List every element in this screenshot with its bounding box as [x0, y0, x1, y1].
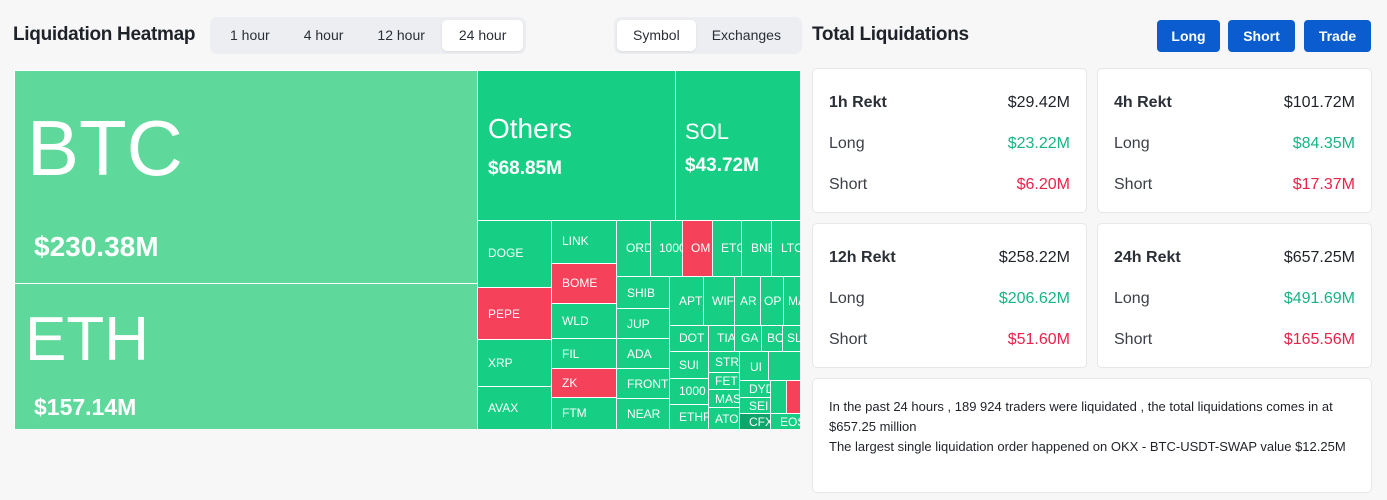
- rekt-card-4h: 4h Rekt $101.72M Long $84.35M Short $17.37M: [1097, 68, 1372, 213]
- liquidation-treemap: BTC $230.38M ETH $157.14M Others $68.85M…: [14, 70, 800, 429]
- treemap-cell-xrp[interactable]: XRP: [477, 339, 552, 387]
- short-label: Short: [1114, 331, 1153, 348]
- treemap-cell-shib[interactable]: SHIB: [616, 276, 670, 309]
- time-option-12h[interactable]: 12 hour: [377, 27, 425, 43]
- rekt-card-label: 4h Rekt: [1114, 94, 1172, 111]
- long-value: $84.35M: [1292, 135, 1355, 152]
- treemap-cell-fet[interactable]: FET: [708, 372, 740, 390]
- liquidation-summary: In the past 24 hours , 189 924 traders w…: [812, 378, 1372, 493]
- treemap-cell-sol[interactable]: SOL $43.72M: [675, 70, 800, 221]
- short-value: $6.20M: [1016, 176, 1070, 193]
- treemap-cell-tia[interactable]: TIA: [708, 325, 735, 352]
- trade-button[interactable]: Trade: [1304, 20, 1371, 52]
- rekt-card-label: 24h Rekt: [1114, 249, 1181, 266]
- treemap-cell-others[interactable]: Others $68.85M: [477, 70, 676, 221]
- rekt-card-total: $29.42M: [1007, 94, 1070, 111]
- long-label: Long: [829, 135, 865, 152]
- treemap-cell-str[interactable]: STR: [708, 351, 740, 373]
- treemap-cell-ui[interactable]: UI: [739, 351, 769, 381]
- treemap-cell-apt[interactable]: APT: [669, 276, 704, 326]
- treemap-cell-front[interactable]: FRONT: [616, 368, 670, 399]
- treemap-cell-small-b[interactable]: [770, 380, 787, 414]
- view-selector: Symbol Exchanges: [614, 17, 802, 54]
- treemap-cell-doge[interactable]: DOGE: [477, 220, 552, 288]
- treemap-cell-pepe[interactable]: PEPE: [477, 287, 552, 340]
- treemap-cell-small-red[interactable]: [786, 380, 800, 414]
- treemap-cell-cfx[interactable]: CFX: [739, 413, 771, 429]
- treemap-cell-bome[interactable]: BOME: [551, 263, 617, 304]
- short-value: $165.56M: [1283, 331, 1355, 348]
- treemap-cell-eos[interactable]: EOS: [770, 413, 800, 429]
- treemap-cell-bo[interactable]: BO: [761, 325, 783, 352]
- time-option-1h[interactable]: 1 hour: [230, 27, 270, 43]
- treemap-cell-eth[interactable]: ETH $157.14M: [14, 283, 478, 429]
- short-button[interactable]: Short: [1228, 20, 1295, 52]
- treemap-cell-ga[interactable]: GA: [734, 325, 762, 352]
- summary-line-total: In the past 24 hours , 189 924 traders w…: [829, 399, 1333, 434]
- treemap-cell-wld[interactable]: WLD: [551, 303, 617, 339]
- treemap-cell-small-a[interactable]: [768, 351, 800, 381]
- treemap-cell-sei[interactable]: SEI: [739, 397, 771, 414]
- time-option-24h[interactable]: 24 hour: [441, 20, 524, 51]
- view-option-symbol[interactable]: Symbol: [617, 20, 696, 51]
- rekt-card-12h: 12h Rekt $258.22M Long $206.62M Short $51.6…: [812, 223, 1087, 368]
- short-label: Short: [1114, 176, 1153, 193]
- treemap-cell-ada[interactable]: ADA: [616, 338, 670, 369]
- treemap-cell-ethf[interactable]: ETHF: [669, 404, 709, 429]
- treemap-cell-mas[interactable]: MAS: [708, 389, 740, 408]
- rekt-card-total: $101.72M: [1283, 94, 1355, 111]
- treemap-cell-wif[interactable]: WIF: [703, 276, 735, 326]
- treemap-cell-bnb[interactable]: BNB: [741, 220, 772, 277]
- rekt-card-24h: 24h Rekt $657.25M Long $491.69M Short $165.…: [1097, 223, 1372, 368]
- short-label: Short: [829, 331, 868, 348]
- heatmap-title: Liquidation Heatmap: [13, 24, 196, 45]
- treemap-cell-sui[interactable]: SUI: [669, 351, 709, 379]
- rekt-card-label: 12h Rekt: [829, 249, 896, 266]
- long-value: $491.69M: [1283, 290, 1355, 307]
- rekt-card-1h: 1h Rekt $29.42M Long $23.22M Short $6.20M: [812, 68, 1087, 213]
- treemap-cell-ltc[interactable]: LTC: [771, 220, 800, 277]
- treemap-cell-jup[interactable]: JUP: [616, 308, 670, 339]
- treemap-cell-1000[interactable]: 1000: [650, 220, 683, 277]
- treemap-cell-sl[interactable]: SL: [782, 325, 800, 352]
- treemap-cell-btc[interactable]: BTC $230.38M: [14, 70, 478, 284]
- treemap-cell-dyd[interactable]: DYD: [739, 380, 771, 398]
- rekt-card-total: $258.22M: [998, 249, 1070, 266]
- time-range-selector: 1 hour 4 hour 12 hour 24 hour: [210, 17, 527, 54]
- time-option-4h[interactable]: 4 hour: [303, 27, 344, 43]
- rekt-card-total: $657.25M: [1283, 249, 1355, 266]
- treemap-cell-ord[interactable]: ORD: [616, 220, 651, 277]
- treemap-cell-near[interactable]: NEAR: [616, 398, 670, 429]
- long-label: Long: [1114, 290, 1150, 307]
- long-label: Long: [829, 290, 865, 307]
- short-value: $51.60M: [1007, 331, 1070, 348]
- view-option-exchanges[interactable]: Exchanges: [711, 27, 781, 43]
- long-value: $23.22M: [1007, 135, 1070, 152]
- long-label: Long: [1114, 135, 1150, 152]
- treemap-cell-avax[interactable]: AVAX: [477, 386, 552, 429]
- treemap-cell-om[interactable]: OM: [682, 220, 713, 277]
- treemap-cell-ar[interactable]: AR: [734, 276, 761, 326]
- treemap-cell-op[interactable]: OP: [760, 276, 784, 326]
- treemap-cell-zk[interactable]: ZK: [551, 368, 617, 398]
- treemap-cell-dot[interactable]: DOT: [669, 325, 709, 352]
- long-value: $206.62M: [998, 290, 1070, 307]
- treemap-cell-link[interactable]: LINK: [551, 220, 617, 264]
- treemap-cell-ato[interactable]: ATO: [708, 407, 740, 429]
- short-value: $17.37M: [1292, 176, 1355, 193]
- treemap-cell-fil[interactable]: FIL: [551, 338, 617, 369]
- short-label: Short: [829, 176, 868, 193]
- total-liquidations-title: Total Liquidations: [812, 24, 969, 45]
- long-button[interactable]: Long: [1157, 20, 1220, 52]
- treemap-cell-etc[interactable]: ETC: [712, 220, 742, 277]
- treemap-cell-ma[interactable]: MA: [783, 276, 800, 326]
- rekt-card-label: 1h Rekt: [829, 94, 887, 111]
- treemap-cell-1000b[interactable]: 1000: [669, 378, 709, 405]
- summary-line-largest: The largest single liquidation order hap…: [829, 439, 1346, 454]
- treemap-cell-ftm[interactable]: FTM: [551, 397, 617, 429]
